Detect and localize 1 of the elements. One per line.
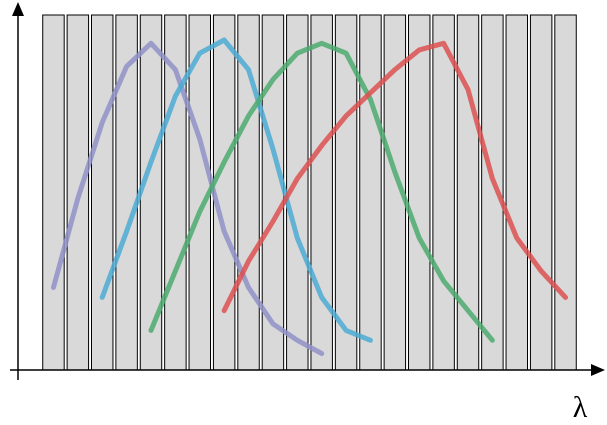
x-axis-title: λ [572, 391, 588, 424]
